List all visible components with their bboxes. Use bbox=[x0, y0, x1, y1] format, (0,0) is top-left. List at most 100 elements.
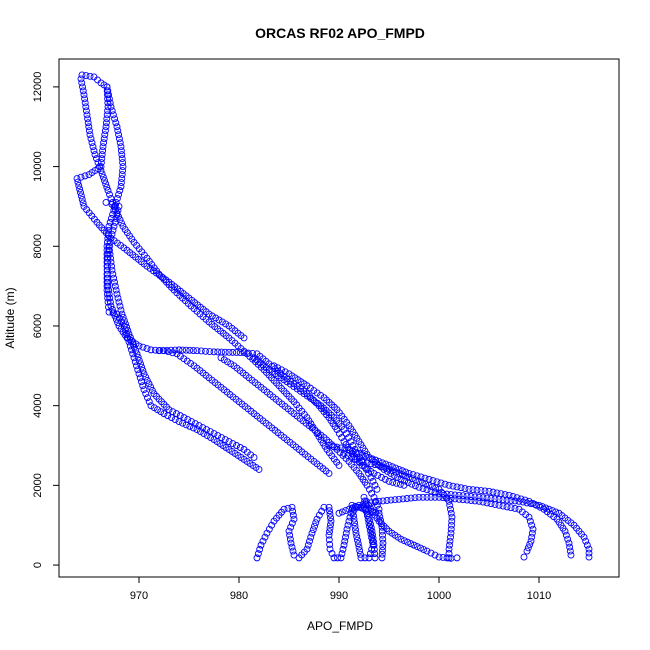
data-point bbox=[378, 473, 385, 481]
data-point bbox=[407, 540, 415, 548]
data-point bbox=[133, 350, 141, 358]
data-point bbox=[327, 514, 334, 522]
data-point bbox=[399, 495, 407, 503]
data-point bbox=[99, 147, 107, 155]
data-point bbox=[193, 347, 201, 355]
data-point bbox=[106, 250, 114, 258]
data-point bbox=[326, 541, 334, 548]
data-point bbox=[175, 346, 183, 354]
data-point bbox=[335, 461, 343, 469]
data-point bbox=[422, 480, 430, 488]
data-point bbox=[100, 135, 108, 143]
data-point bbox=[447, 529, 455, 537]
data-point bbox=[144, 394, 151, 402]
data-point bbox=[79, 83, 86, 91]
data-point bbox=[495, 501, 503, 509]
data-point bbox=[377, 516, 384, 524]
data-point bbox=[391, 496, 399, 504]
data-point bbox=[212, 314, 220, 322]
data-point bbox=[145, 380, 153, 388]
data-point bbox=[564, 535, 572, 543]
data-point bbox=[446, 537, 454, 545]
data-point bbox=[88, 139, 96, 147]
data-point bbox=[380, 522, 388, 530]
data-point bbox=[184, 416, 192, 424]
data-point bbox=[341, 445, 349, 453]
data-point bbox=[451, 491, 459, 499]
data-point bbox=[142, 373, 150, 381]
data-point bbox=[317, 391, 325, 399]
plot-frame bbox=[58, 58, 620, 578]
data-point bbox=[138, 363, 146, 371]
data-point bbox=[101, 131, 109, 139]
data-point bbox=[218, 434, 225, 441]
data-point bbox=[103, 83, 111, 91]
data-point bbox=[119, 167, 127, 175]
data-point bbox=[206, 428, 214, 436]
data-point bbox=[124, 327, 132, 335]
data-point bbox=[461, 485, 469, 492]
data-point bbox=[404, 538, 411, 546]
data-point bbox=[106, 238, 114, 246]
data-point bbox=[139, 367, 147, 374]
data-point bbox=[325, 442, 333, 449]
data-point bbox=[109, 111, 117, 119]
data-point bbox=[143, 345, 151, 352]
data-point bbox=[337, 554, 345, 562]
data-point bbox=[453, 554, 461, 562]
data-point bbox=[582, 537, 590, 545]
x-tick-label: 1000 bbox=[427, 590, 451, 602]
data-point bbox=[270, 362, 278, 370]
data-point bbox=[517, 495, 525, 503]
data-point bbox=[379, 531, 386, 539]
data-point bbox=[435, 553, 443, 561]
y-axis-label: Altitude (m) bbox=[3, 287, 17, 348]
data-point bbox=[342, 529, 350, 537]
data-point bbox=[83, 111, 91, 119]
data-point bbox=[125, 330, 133, 338]
data-point bbox=[385, 465, 393, 473]
data-point bbox=[107, 258, 115, 266]
data-point bbox=[379, 535, 387, 543]
data-point bbox=[100, 139, 108, 147]
data-point bbox=[105, 91, 113, 99]
data-point bbox=[105, 303, 112, 311]
data-point bbox=[362, 452, 370, 460]
x-tick-label: 980 bbox=[230, 590, 248, 602]
data-point bbox=[528, 521, 536, 529]
data-point bbox=[79, 87, 87, 95]
data-point bbox=[353, 533, 361, 541]
data-point bbox=[411, 494, 419, 502]
data-point bbox=[229, 348, 237, 356]
data-point bbox=[365, 519, 373, 527]
data-point bbox=[115, 202, 123, 210]
data-point bbox=[114, 294, 122, 302]
data-point bbox=[303, 382, 311, 390]
data-point bbox=[99, 173, 107, 181]
data-point bbox=[308, 529, 316, 537]
data-point bbox=[300, 390, 308, 398]
data-point bbox=[340, 541, 348, 549]
data-point bbox=[356, 547, 364, 555]
data-point bbox=[432, 484, 440, 492]
data-point bbox=[521, 496, 529, 504]
data-point bbox=[105, 222, 113, 230]
data-point bbox=[288, 543, 296, 551]
data-point bbox=[82, 72, 90, 80]
data-point bbox=[355, 503, 363, 511]
data-point bbox=[370, 545, 378, 553]
data-point bbox=[179, 346, 187, 354]
data-point bbox=[334, 554, 341, 562]
data-point bbox=[371, 461, 379, 469]
data-point bbox=[585, 549, 593, 557]
data-point bbox=[116, 302, 124, 310]
data-point bbox=[326, 528, 333, 536]
data-point bbox=[286, 380, 294, 388]
data-point bbox=[326, 507, 333, 515]
data-point bbox=[107, 214, 115, 222]
data-point bbox=[383, 497, 391, 504]
data-point bbox=[263, 529, 271, 537]
data-point bbox=[134, 353, 142, 361]
data-point bbox=[583, 541, 591, 549]
data-point bbox=[145, 398, 153, 406]
